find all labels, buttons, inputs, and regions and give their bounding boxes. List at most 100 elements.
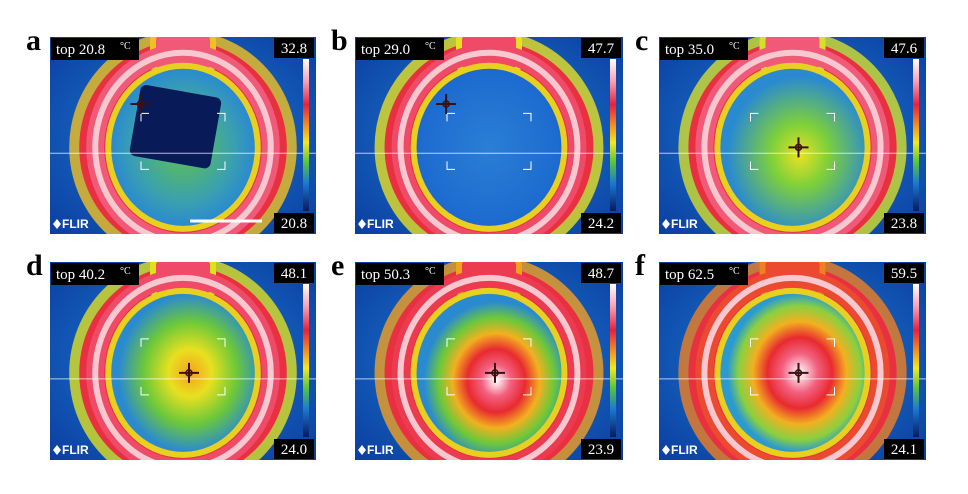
min-box bbox=[884, 439, 924, 459]
max-label: 32.8 bbox=[281, 41, 307, 57]
max-label: 59.5 bbox=[891, 266, 917, 282]
panel-letter: e bbox=[331, 249, 344, 282]
crosshair-ring bbox=[442, 100, 450, 108]
ring-core bbox=[397, 274, 581, 460]
frame-corner bbox=[826, 386, 835, 396]
thermal-panel: 47.6 23.8 top 35.0 °C FLIR bbox=[659, 37, 926, 234]
ring-core bbox=[92, 49, 274, 234]
top-label: top 29.0 bbox=[361, 42, 410, 58]
crosshair-ring bbox=[794, 143, 803, 152]
thermal-panel: 32.8 20.8 top 20.8 °C FLIR bbox=[50, 37, 316, 234]
frame-corner bbox=[446, 386, 455, 396]
top-label: top 62.5 bbox=[665, 267, 714, 283]
frame-corner bbox=[826, 161, 835, 170]
top-label: top 50.3 bbox=[361, 267, 410, 283]
frame-corner bbox=[217, 338, 226, 347]
min-label: 23.8 bbox=[891, 216, 917, 232]
crosshair bbox=[436, 93, 457, 114]
logo-icon bbox=[53, 445, 61, 455]
top-label: top 35.0 bbox=[665, 42, 714, 58]
min-label: 20.8 bbox=[281, 216, 307, 232]
unit-label: °C bbox=[729, 266, 740, 277]
frame-corner bbox=[750, 112, 759, 122]
unit-label: °C bbox=[425, 266, 436, 277]
colorbar bbox=[303, 59, 309, 211]
max-box bbox=[581, 38, 621, 58]
crosshair-ring bbox=[794, 369, 803, 377]
top-label: top 40.2 bbox=[56, 267, 105, 283]
frame-corner bbox=[826, 112, 835, 122]
logo-icon bbox=[662, 445, 670, 455]
frame-corner bbox=[523, 112, 532, 122]
panel-letter: d bbox=[26, 249, 43, 282]
unit-label: °C bbox=[120, 41, 131, 52]
top-box bbox=[356, 38, 444, 60]
colorbar bbox=[303, 284, 309, 437]
min-box bbox=[274, 213, 314, 233]
frame-corner bbox=[140, 386, 149, 396]
thermal-panel: 48.1 24.0 top 40.2 °C FLIR bbox=[50, 262, 316, 460]
max-box bbox=[581, 263, 621, 283]
colorbar bbox=[913, 59, 919, 211]
frame-corner bbox=[217, 386, 226, 396]
unit-label: °C bbox=[120, 266, 131, 277]
crosshair bbox=[179, 362, 199, 383]
frame-corner bbox=[140, 338, 149, 347]
logo-icon bbox=[662, 219, 670, 229]
max-label: 48.7 bbox=[588, 266, 615, 282]
top-box bbox=[51, 38, 139, 60]
thermal-image bbox=[659, 262, 926, 460]
crosshair-ring bbox=[136, 100, 145, 108]
min-box bbox=[581, 439, 621, 459]
max-label: 47.7 bbox=[588, 41, 615, 57]
logo: FLIR bbox=[62, 217, 89, 231]
frame-corner bbox=[140, 161, 149, 170]
top-label: top 20.8 bbox=[56, 42, 105, 58]
frame-corner bbox=[750, 386, 759, 396]
logo: FLIR bbox=[367, 217, 394, 231]
frame-corner bbox=[750, 338, 759, 347]
top-box bbox=[51, 263, 139, 285]
top-box bbox=[356, 263, 444, 285]
logo: FLIR bbox=[671, 443, 698, 457]
min-label: 24.1 bbox=[891, 442, 917, 458]
thermal-image bbox=[355, 262, 623, 460]
frame-corner bbox=[523, 161, 532, 170]
panel-letter: c bbox=[635, 24, 648, 57]
frame-corner bbox=[446, 338, 455, 347]
thermal-image bbox=[50, 262, 316, 460]
colorbar bbox=[610, 284, 616, 437]
ring-core bbox=[92, 274, 274, 460]
frame-corner bbox=[446, 161, 455, 170]
cold-block bbox=[129, 85, 222, 169]
logo: FLIR bbox=[671, 217, 698, 231]
crosshair bbox=[130, 93, 151, 114]
frame-corner bbox=[217, 161, 226, 170]
colorbar bbox=[913, 284, 919, 437]
unit-label: °C bbox=[425, 41, 436, 52]
max-label: 47.6 bbox=[891, 41, 918, 57]
top-box bbox=[660, 38, 748, 60]
ring-core bbox=[397, 49, 581, 234]
colorbar bbox=[610, 59, 616, 211]
thermal-image bbox=[50, 37, 316, 234]
logo-icon bbox=[358, 219, 366, 229]
thermal-panel: 47.7 24.2 top 29.0 °C FLIR bbox=[355, 37, 623, 234]
interior bbox=[416, 68, 562, 226]
min-box bbox=[274, 439, 314, 459]
max-box bbox=[274, 38, 314, 58]
min-label: 24.0 bbox=[281, 442, 307, 458]
crosshair bbox=[788, 137, 809, 158]
min-box bbox=[581, 213, 621, 233]
panel-letter: b bbox=[331, 24, 348, 57]
frame-corner bbox=[523, 338, 532, 347]
logo: FLIR bbox=[62, 443, 89, 457]
max-label: 48.1 bbox=[281, 266, 307, 282]
frame-corner bbox=[523, 386, 532, 396]
frame-corner bbox=[750, 161, 759, 170]
frame-corner bbox=[826, 338, 835, 347]
logo-icon bbox=[53, 219, 61, 229]
crosshair bbox=[788, 362, 809, 383]
crosshair-ring bbox=[491, 369, 499, 377]
